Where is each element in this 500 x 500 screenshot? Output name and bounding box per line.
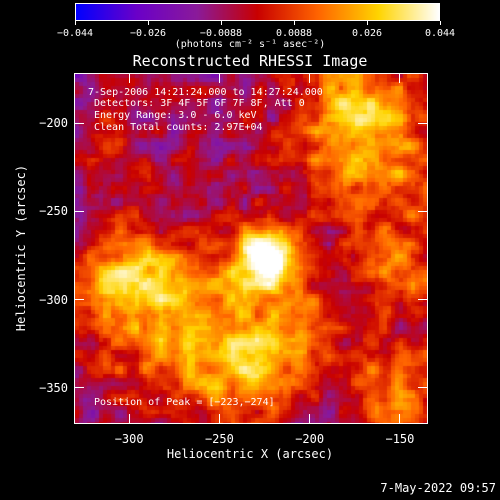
y-tick-label: −200 [39,116,68,131]
x-tick-top [218,74,220,83]
y-tick [75,122,84,124]
colorbar-tick [293,21,295,25]
y-tick-right [418,299,427,301]
colorbar-tick-label: 0.026 [351,28,383,39]
x-tick-label: −250 [204,432,234,446]
info-energy-range: Energy Range: 3.0 - 6.0 keV [94,110,257,121]
colorbar-tick [220,21,222,25]
x-tick [399,414,401,423]
y-tick [75,299,84,301]
y-tick-right [418,122,427,124]
y-tick-right [418,210,427,212]
heatmap-image[interactable] [75,74,427,423]
plot-title: Reconstructed RHESSI Image [132,52,368,70]
x-tick-top [399,74,401,83]
colorbar-tick-label: 0.0088 [275,28,313,39]
colorbar-tick-label: −0.0088 [199,28,243,39]
colorbar-tick-label: 0.044 [424,28,456,39]
y-tick-label: −250 [39,204,68,219]
colorbar-tick [147,21,149,25]
info-clean-counts: Clean Total counts: 2.97E+04 [94,122,263,133]
x-tick [218,414,220,423]
x-tick-label: −300 [114,432,144,446]
info-time-range: 7-Sep-2006 14:21:24.000 to 14:27:24.000 [88,87,323,98]
colorbar-tick [439,21,441,25]
x-tick-top [309,74,311,83]
x-tick [128,414,130,423]
y-axis-label: Heliocentric Y (arcsec) [14,164,28,332]
x-tick-label: −150 [385,432,415,446]
colorbar-unit-label: (photons cm⁻² s⁻¹ asec⁻²) [174,39,326,50]
y-tick-right [418,387,427,389]
y-tick [75,387,84,389]
y-tick-label: −300 [39,292,68,307]
colorbar-tick-label: −0.026 [129,28,167,39]
x-tick [309,414,311,423]
colorbar-tick-label: −0.044 [56,28,94,39]
info-detectors: Detectors: 3F 4F 5F 6F 7F 8F, Att 0 [94,98,305,109]
x-axis-label: Heliocentric X (arcsec) [166,447,334,461]
colorbar [75,3,440,21]
colorbar-tick [74,21,76,25]
y-tick-label: −350 [39,380,68,395]
y-tick [75,210,84,212]
x-tick-label: −200 [295,432,325,446]
plot-frame [74,73,428,424]
footer-timestamp: 7-May-2022 09:57 [380,481,496,495]
x-tick-top [128,74,130,83]
colorbar-tick [366,21,368,25]
peak-position: Position of Peak = [−223,−274] [94,397,275,408]
